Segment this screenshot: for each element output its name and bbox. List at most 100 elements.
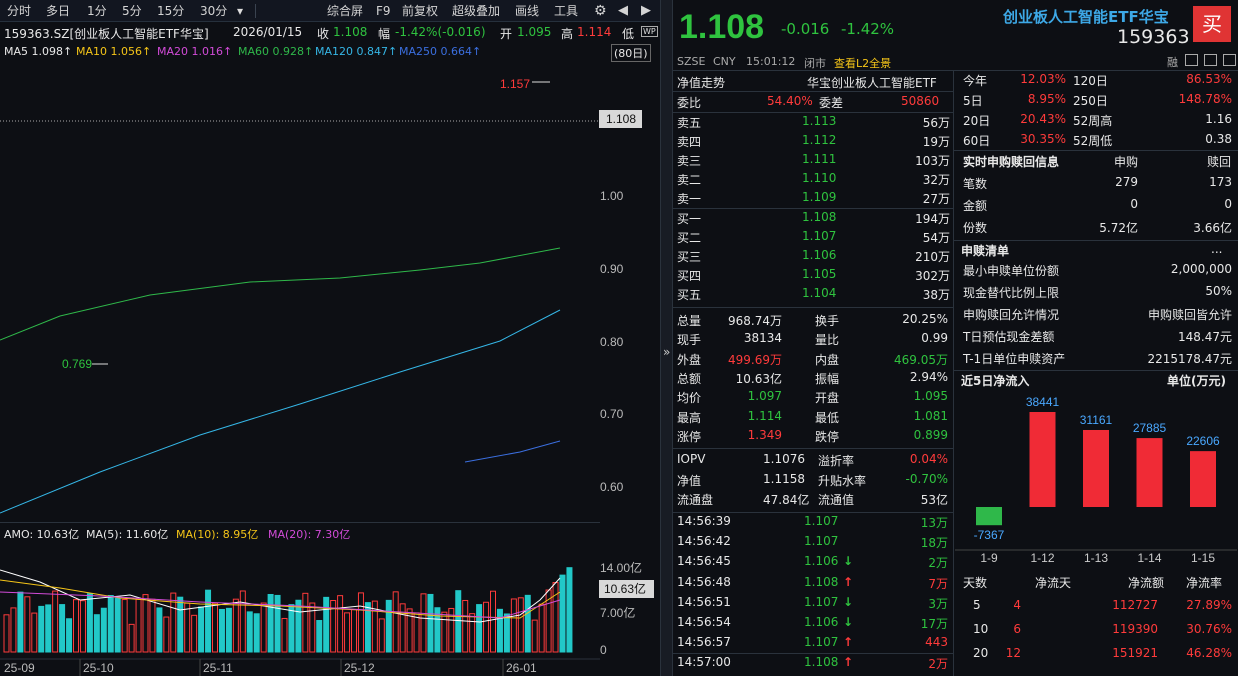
up-arrow-icon: ↑ (843, 574, 854, 589)
ma10-legend: MA10 1.056↑ (76, 45, 152, 58)
more-icon[interactable] (1223, 54, 1236, 66)
amo-ma5: MA(5): 11.60亿 (86, 528, 169, 541)
stat-label: 最高 (677, 410, 702, 425)
panel-splitter[interactable]: » (660, 0, 673, 676)
stat-label: 量比 (815, 333, 840, 348)
ask-3-price[interactable]: 1.111 (802, 152, 837, 166)
ma60-legend: MA60 0.928↑ (238, 45, 314, 58)
period-range-button[interactable]: (80日) (611, 44, 651, 62)
stat-value: 1.081 (913, 408, 948, 423)
perf-label: 今年 (963, 74, 988, 88)
ask-1-price[interactable]: 1.109 (802, 190, 837, 204)
last-price: 1.108 (679, 8, 765, 46)
subscription-row-label: 份数 (963, 221, 988, 235)
tick-volume: 18万 (920, 536, 948, 551)
volume-bar (434, 607, 441, 653)
divider (673, 653, 953, 655)
weicha-value: 50860 (901, 94, 940, 108)
perf-value: 86.53% (1186, 72, 1232, 86)
stat-label: 最低 (815, 410, 840, 425)
stat-label: 内盘 (815, 352, 840, 367)
perf-value: 0.38 (1205, 132, 1232, 146)
ask-5-price[interactable]: 1.113 (802, 114, 837, 128)
bid-2-price[interactable]: 1.107 (802, 229, 837, 243)
ask-5-label: 卖五 (677, 116, 702, 130)
stat-label: 外盘 (677, 352, 702, 367)
wp-icon[interactable]: WP (641, 26, 658, 37)
creation-list-more[interactable]: ... (1211, 242, 1223, 256)
flow-net-days: 12 (1005, 646, 1021, 660)
volume-bar (239, 590, 246, 653)
tab-15min[interactable]: 15分 (157, 4, 185, 18)
tab-intraday[interactable]: 分时 (7, 4, 32, 18)
flow-date-label: 1-12 (1030, 551, 1054, 565)
low-label: 低 (622, 27, 635, 41)
back-icon[interactable]: ◀ (618, 3, 628, 18)
volume-bar (225, 607, 232, 653)
period-dropdown[interactable]: ▾ (237, 4, 244, 18)
quote-time: 15:01:12 (746, 55, 796, 68)
layout-icon[interactable] (1204, 54, 1217, 66)
net-inflow-title: 近5日净流入 (961, 374, 1030, 388)
collapse-icon[interactable]: » (663, 345, 671, 359)
volume-bar (232, 598, 239, 653)
l2-panorama-link[interactable]: 查看L2全景 (834, 57, 892, 70)
nav-label[interactable]: 净值走势 (677, 76, 726, 90)
security-name: 创业板人工智能ETF华宝 (1003, 8, 1169, 26)
bid-2-volume: 54万 (922, 231, 950, 245)
tab-1min[interactable]: 1分 (87, 4, 107, 18)
price-tick-080: 0.80 (600, 335, 624, 349)
volume-tag-text: 10.63亿 (604, 581, 646, 596)
tab-multi-day[interactable]: 多日 (46, 4, 71, 18)
security-code: 159363.SZ[创业板人工智能ETF华宝] (4, 27, 209, 41)
bid-1-price[interactable]: 1.108 (802, 210, 837, 224)
ask-2-volume: 32万 (922, 173, 950, 187)
creation-item-value: 2215178.47元 (1147, 352, 1232, 366)
composite-screen-button[interactable]: 综合屏 (327, 4, 364, 18)
forward-icon[interactable]: ▶ (641, 3, 651, 18)
volume-chart[interactable]: 14.00亿 10.63亿 7.00亿 0 25-09 25-10 25-11 … (0, 540, 660, 676)
flow-bar (1083, 429, 1109, 507)
bid-3-price[interactable]: 1.106 (802, 248, 837, 262)
ask-1-volume: 27万 (922, 192, 950, 206)
tab-30min[interactable]: 30分 (200, 4, 228, 18)
iopv-value: 53亿 (920, 493, 948, 507)
ma5-legend: MA5 1.098↑ (4, 45, 73, 58)
bid-4-price[interactable]: 1.105 (802, 267, 837, 281)
window-icon[interactable] (1185, 54, 1198, 66)
draw-button[interactable]: 画线 (515, 4, 540, 18)
flow-bar (1029, 412, 1056, 507)
change-value: -1.42%(-0.016) (395, 25, 486, 39)
volume-bar (455, 590, 462, 653)
bid-2-label: 买二 (677, 231, 702, 245)
tab-5min[interactable]: 5分 (122, 4, 142, 18)
volume-bar (128, 623, 135, 653)
tools-button[interactable]: 工具 (554, 4, 579, 18)
settings-gear-icon[interactable]: ⚙ (594, 3, 607, 19)
kline-chart[interactable]: 1.157 0.769 1.108 1.00 0.90 0.80 0.70 0.… (0, 60, 660, 520)
moving-average-lines (0, 247, 561, 514)
ask-2-price[interactable]: 1.110 (802, 171, 837, 185)
iopv-label: IOPV (677, 452, 706, 466)
volume-bar (205, 589, 212, 653)
current-price-tag (599, 110, 642, 128)
volume-bar (385, 599, 392, 653)
bid-4-volume: 302万 (915, 269, 950, 283)
ask-4-price[interactable]: 1.112 (802, 133, 837, 147)
volume-bar (524, 594, 531, 653)
stat-value: 1.349 (747, 427, 782, 442)
volume-bar (351, 609, 357, 653)
bid-5-price[interactable]: 1.104 (802, 286, 837, 300)
volume-bar (378, 618, 385, 653)
volume-bar (121, 599, 128, 653)
date-tick-1: 25-10 (83, 661, 114, 675)
ask-4-label: 卖四 (677, 135, 702, 149)
buy-button[interactable]: 买 (1193, 6, 1231, 42)
overlay-button[interactable]: 超级叠加 (452, 4, 501, 18)
flow-bar-value: 31161 (1080, 413, 1113, 427)
stat-label: 均价 (677, 391, 702, 406)
f9-button[interactable]: F9 (376, 4, 391, 18)
date-tick-2: 25-11 (203, 661, 233, 675)
stat-label: 涨停 (677, 429, 702, 444)
adjust-button[interactable]: 前复权 (402, 4, 439, 18)
